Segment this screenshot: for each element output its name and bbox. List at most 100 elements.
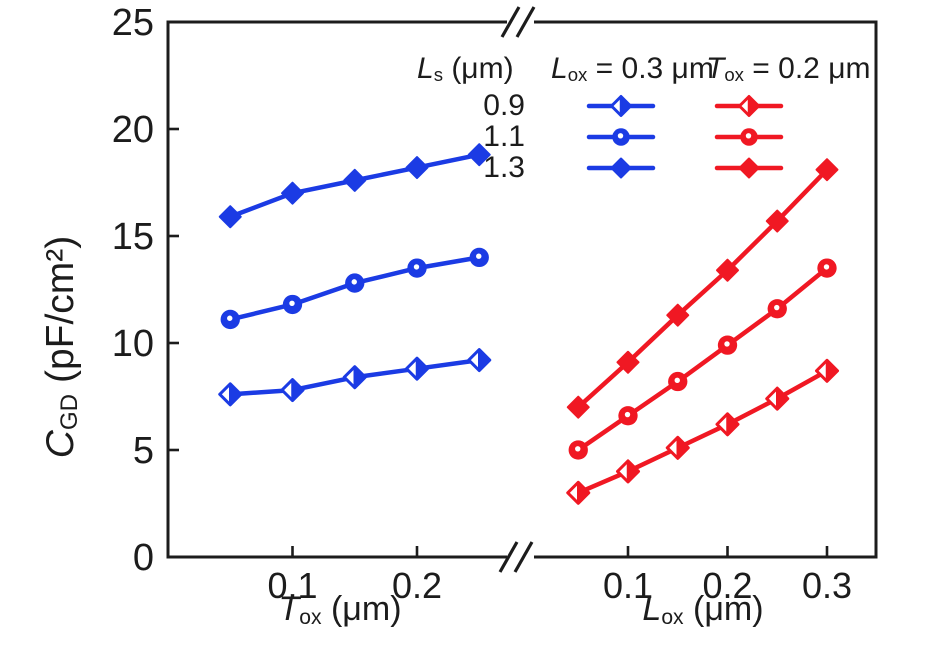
series-right-half-diamond	[566, 358, 839, 505]
series-right-diamond	[566, 158, 839, 419]
half-diamond-marker-fill	[626, 459, 640, 484]
diamond-marker	[765, 209, 789, 233]
legend-row: 1.3	[420, 152, 810, 183]
legend-header-tox-sub: ox	[724, 64, 744, 86]
half-diamond-marker-fill	[747, 95, 760, 117]
legend-header-ls-sub: s	[433, 64, 443, 86]
circle-marker-highlight	[413, 264, 420, 270]
half-diamond-marker-fill	[676, 436, 690, 460]
bottom-break-slash	[513, 541, 534, 573]
series-line	[576, 368, 830, 496]
x-tick-label: 0.3	[802, 565, 852, 606]
y-axis-label-sub: GD	[56, 393, 84, 431]
half-diamond-marker-fill	[229, 382, 242, 407]
diamond-marker	[218, 205, 242, 229]
circle-marker-highlight	[575, 446, 581, 452]
x-axis-ticks-right: 0.1 0.2 0.3	[603, 546, 852, 606]
top-break-slash	[500, 6, 521, 38]
x-axis-label-right-sub: ox	[661, 605, 684, 629]
y-tick-label: 10	[112, 323, 154, 365]
diamond-marker	[610, 157, 632, 179]
legend-marker-red	[714, 128, 784, 146]
legend-header-ls-rest: (μm)	[442, 52, 514, 85]
legend-header-lox-rest: = 0.3 μm	[587, 52, 714, 85]
series-right-circle	[568, 258, 837, 460]
legend-value: 1.3	[483, 151, 525, 184]
legend-header-lox-var: L	[551, 52, 568, 85]
y-axis-label-var: C	[39, 430, 82, 459]
x-axis-label-left-unit: (μm)	[321, 590, 402, 628]
legend-value: 0.9	[483, 89, 525, 122]
circle-marker-highlight	[227, 315, 233, 321]
circle-marker-highlight	[289, 300, 295, 306]
circle-marker-highlight	[351, 279, 357, 285]
legend-row: 0.9	[420, 90, 810, 121]
x-axis-label-right: Lox (μm)	[593, 590, 813, 629]
half-diamond-marker-fill	[415, 356, 429, 381]
axis-break-marks	[498, 6, 536, 573]
legend-row: 1.1	[420, 121, 810, 152]
half-diamond-marker-fill	[353, 365, 367, 389]
half-diamond-marker-fill	[577, 481, 590, 505]
series-left-diamond	[218, 143, 491, 229]
x-axis-label-left-sub: ox	[299, 605, 322, 629]
x-axis-label-right-var: L	[642, 590, 662, 628]
legend-marker-red	[714, 95, 784, 117]
half-diamond-marker-fill	[726, 412, 740, 437]
y-tick-label: 5	[133, 430, 154, 472]
diamond-marker	[405, 156, 429, 180]
x-axis-label-left-var: T	[278, 590, 300, 628]
diamond-marker	[815, 158, 839, 182]
half-diamond-marker-fill	[619, 95, 632, 117]
circle-marker-highlight	[823, 264, 830, 270]
legend-header-tox-rest: = 0.2 μm	[743, 52, 871, 85]
circle-marker-highlight	[476, 253, 482, 259]
series-left-half-diamond	[218, 348, 492, 407]
legend-marker-blue	[586, 157, 656, 179]
legend-rows: 0.9 1.1 1.3	[420, 90, 810, 186]
circle-marker-highlight	[774, 304, 780, 311]
diamond-marker	[281, 181, 304, 205]
circle-marker-highlight	[624, 411, 631, 418]
diamond-marker	[716, 258, 739, 282]
legend-marker-blue	[586, 95, 656, 117]
legend-header-ls: Ls (μm)	[417, 52, 514, 86]
half-diamond-marker-fill	[776, 386, 789, 411]
diamond-marker	[666, 303, 690, 327]
half-diamond-marker-fill	[825, 359, 839, 383]
y-tick-label: 0	[133, 537, 154, 579]
half-diamond-marker-fill	[291, 378, 305, 402]
x-axis-label-right-unit: (μm)	[683, 590, 764, 628]
series-left-circle	[220, 247, 489, 330]
circle-marker-highlight	[617, 133, 624, 139]
x-tick-label: 0.2	[392, 565, 442, 606]
top-break-slash	[515, 6, 536, 38]
plot-frame	[166, 20, 878, 559]
x-tick-label: 0.1	[603, 565, 653, 606]
y-axis-ticks: 0 5 10 15 20 25	[112, 2, 179, 579]
bottom-break-slash	[498, 541, 519, 573]
legend-header-tox-condition: Tox = 0.2 μm	[706, 52, 870, 86]
series-line	[576, 167, 830, 410]
legend-marker-blue	[586, 128, 656, 146]
y-tick-label: 20	[112, 109, 154, 151]
legend-header-ls-var: L	[417, 52, 434, 85]
x-axis-ticks-left: 0.1 0.2	[267, 546, 442, 606]
y-axis-label-unit: (pF/cm²)	[39, 235, 82, 394]
x-tick-label: 0.1	[267, 565, 317, 606]
legend-header-lox-condition: Lox = 0.3 μm	[551, 52, 714, 86]
legend-header-lox-sub: ox	[567, 64, 588, 86]
diamond-marker	[616, 350, 640, 374]
diamond-marker	[738, 157, 760, 179]
diamond-marker	[566, 395, 590, 419]
circle-marker-highlight	[724, 341, 730, 347]
legend-marker-red	[714, 157, 784, 179]
x-axis-label-left: Tox (μm)	[230, 590, 450, 629]
diamond-marker	[343, 168, 367, 192]
legend-value: 1.1	[483, 120, 525, 153]
series-line	[576, 265, 830, 453]
y-axis-label: CGD (pF/cm²)	[39, 147, 85, 547]
half-diamond-marker-fill	[478, 348, 491, 372]
